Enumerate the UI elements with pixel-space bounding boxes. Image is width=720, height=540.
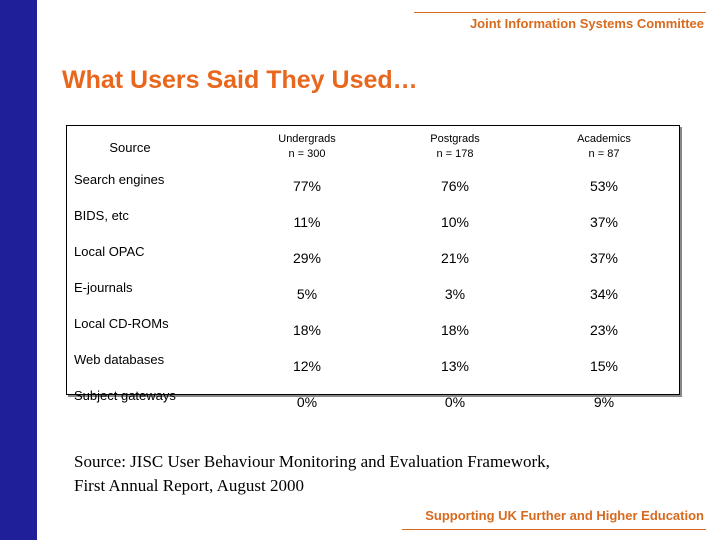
cell-postgrads: 21% bbox=[440, 250, 470, 266]
row-source-label: Subject gateways bbox=[74, 388, 176, 403]
cell-undergrads: 0% bbox=[296, 394, 318, 410]
cell-academics: 9% bbox=[593, 394, 615, 410]
row-source-label: Web databases bbox=[74, 352, 165, 367]
cell-postgrads: 0% bbox=[444, 394, 466, 410]
citation-line-2: First Annual Report, August 2000 bbox=[74, 476, 304, 495]
cell-academics: 15% bbox=[589, 358, 619, 374]
cell-undergrads: 11% bbox=[293, 214, 321, 230]
row-source-label: Local CD-ROMs bbox=[74, 316, 169, 331]
cell-academics: 23% bbox=[589, 322, 619, 338]
cell-postgrads: 18% bbox=[440, 322, 470, 338]
cell-academics: 37% bbox=[589, 250, 619, 266]
header-academics: Academics n = 87 bbox=[577, 133, 631, 160]
cell-postgrads: 3% bbox=[444, 286, 466, 302]
organization-name: Joint Information Systems Committee bbox=[469, 16, 704, 31]
cell-postgrads: 76% bbox=[440, 178, 470, 194]
cell-postgrads: 13% bbox=[440, 358, 470, 374]
row-source-label: Local OPAC bbox=[74, 244, 145, 259]
cell-academics: 53% bbox=[589, 178, 619, 194]
cell-undergrads: 77% bbox=[292, 178, 322, 194]
cell-academics: 34% bbox=[589, 286, 619, 302]
header-source: Source bbox=[109, 139, 151, 155]
cell-academics: 37% bbox=[589, 214, 619, 230]
table-row: Local CD-ROMs 18% 18% 23% bbox=[67, 312, 679, 348]
table-row: Local OPAC 29% 21% 37% bbox=[67, 240, 679, 276]
cell-undergrads: 5% bbox=[296, 286, 318, 302]
usage-table-container: Source Undergrads n = 300 Postgrads n = 17… bbox=[66, 125, 680, 410]
table-header-row: Source Undergrads n = 300 Postgrads n = 17… bbox=[67, 126, 679, 168]
source-citation: Source: JISC User Behaviour Monitoring a… bbox=[74, 450, 550, 498]
cell-postgrads: 10% bbox=[440, 214, 470, 230]
footer-rule bbox=[402, 529, 706, 530]
citation-line-1: Source: JISC User Behaviour Monitoring a… bbox=[74, 452, 550, 471]
cell-undergrads: 29% bbox=[292, 250, 322, 266]
cell-undergrads: 18% bbox=[292, 322, 322, 338]
header-postgrads: Postgrads n = 178 bbox=[430, 133, 480, 160]
row-source-label: E-journals bbox=[74, 280, 133, 295]
left-sidebar-bar bbox=[0, 0, 37, 540]
table-row: Web databases 12% 13% 15% bbox=[67, 348, 679, 384]
row-source-label: BIDS, etc bbox=[74, 208, 129, 223]
table-row: Search engines 77% 76% 53% bbox=[67, 168, 679, 204]
header-rule bbox=[414, 12, 706, 13]
row-source-label: Search engines bbox=[74, 172, 165, 187]
table-row: BIDS, etc 11% 10% 37% bbox=[67, 204, 679, 240]
header-undergrads: Undergrads n = 300 bbox=[278, 133, 336, 160]
footer-tagline: Supporting UK Further and Higher Educati… bbox=[425, 508, 704, 523]
table-row: Subject gateways 0% 0% 9% bbox=[67, 384, 679, 420]
table-row: E-journals 5% 3% 34% bbox=[67, 276, 679, 312]
usage-table: Source Undergrads n = 300 Postgrads n = 17… bbox=[67, 126, 679, 420]
cell-undergrads: 12% bbox=[292, 358, 322, 374]
slide-title: What Users Said They Used… bbox=[62, 66, 418, 94]
